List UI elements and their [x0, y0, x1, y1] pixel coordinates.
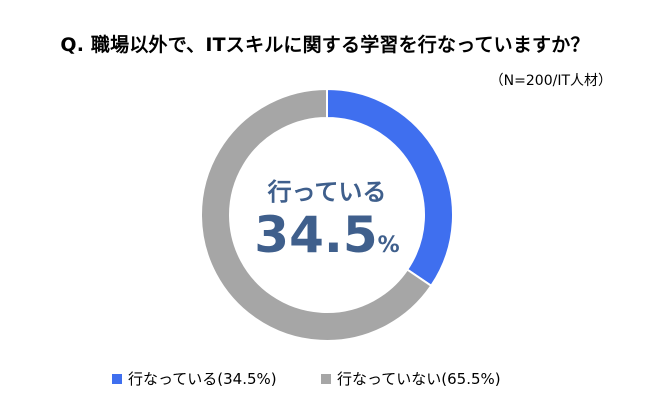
legend-item-no: 行なっていない(65.5%) — [321, 368, 501, 389]
center-value: 34.5% — [235, 205, 419, 277]
legend-swatch-yes — [112, 373, 122, 384]
center-value-unit: % — [377, 233, 400, 258]
sample-note: （N=200/IT人材） — [489, 73, 612, 89]
legend-label-yes: 行なっている(34.5%) — [128, 370, 277, 388]
legend-swatch-no — [321, 373, 331, 384]
center-value-number: 34.5 — [254, 206, 378, 264]
center-caption: 行っている — [267, 178, 387, 206]
legend-label-no: 行なっていない(65.5%) — [337, 370, 501, 388]
chart-title: Q. 職場以外で、ITスキルに関する学習を行なっていますか？ — [60, 34, 590, 56]
legend-item-yes: 行なっている(34.5%) — [112, 368, 277, 389]
slice-no — [200, 87, 433, 342]
